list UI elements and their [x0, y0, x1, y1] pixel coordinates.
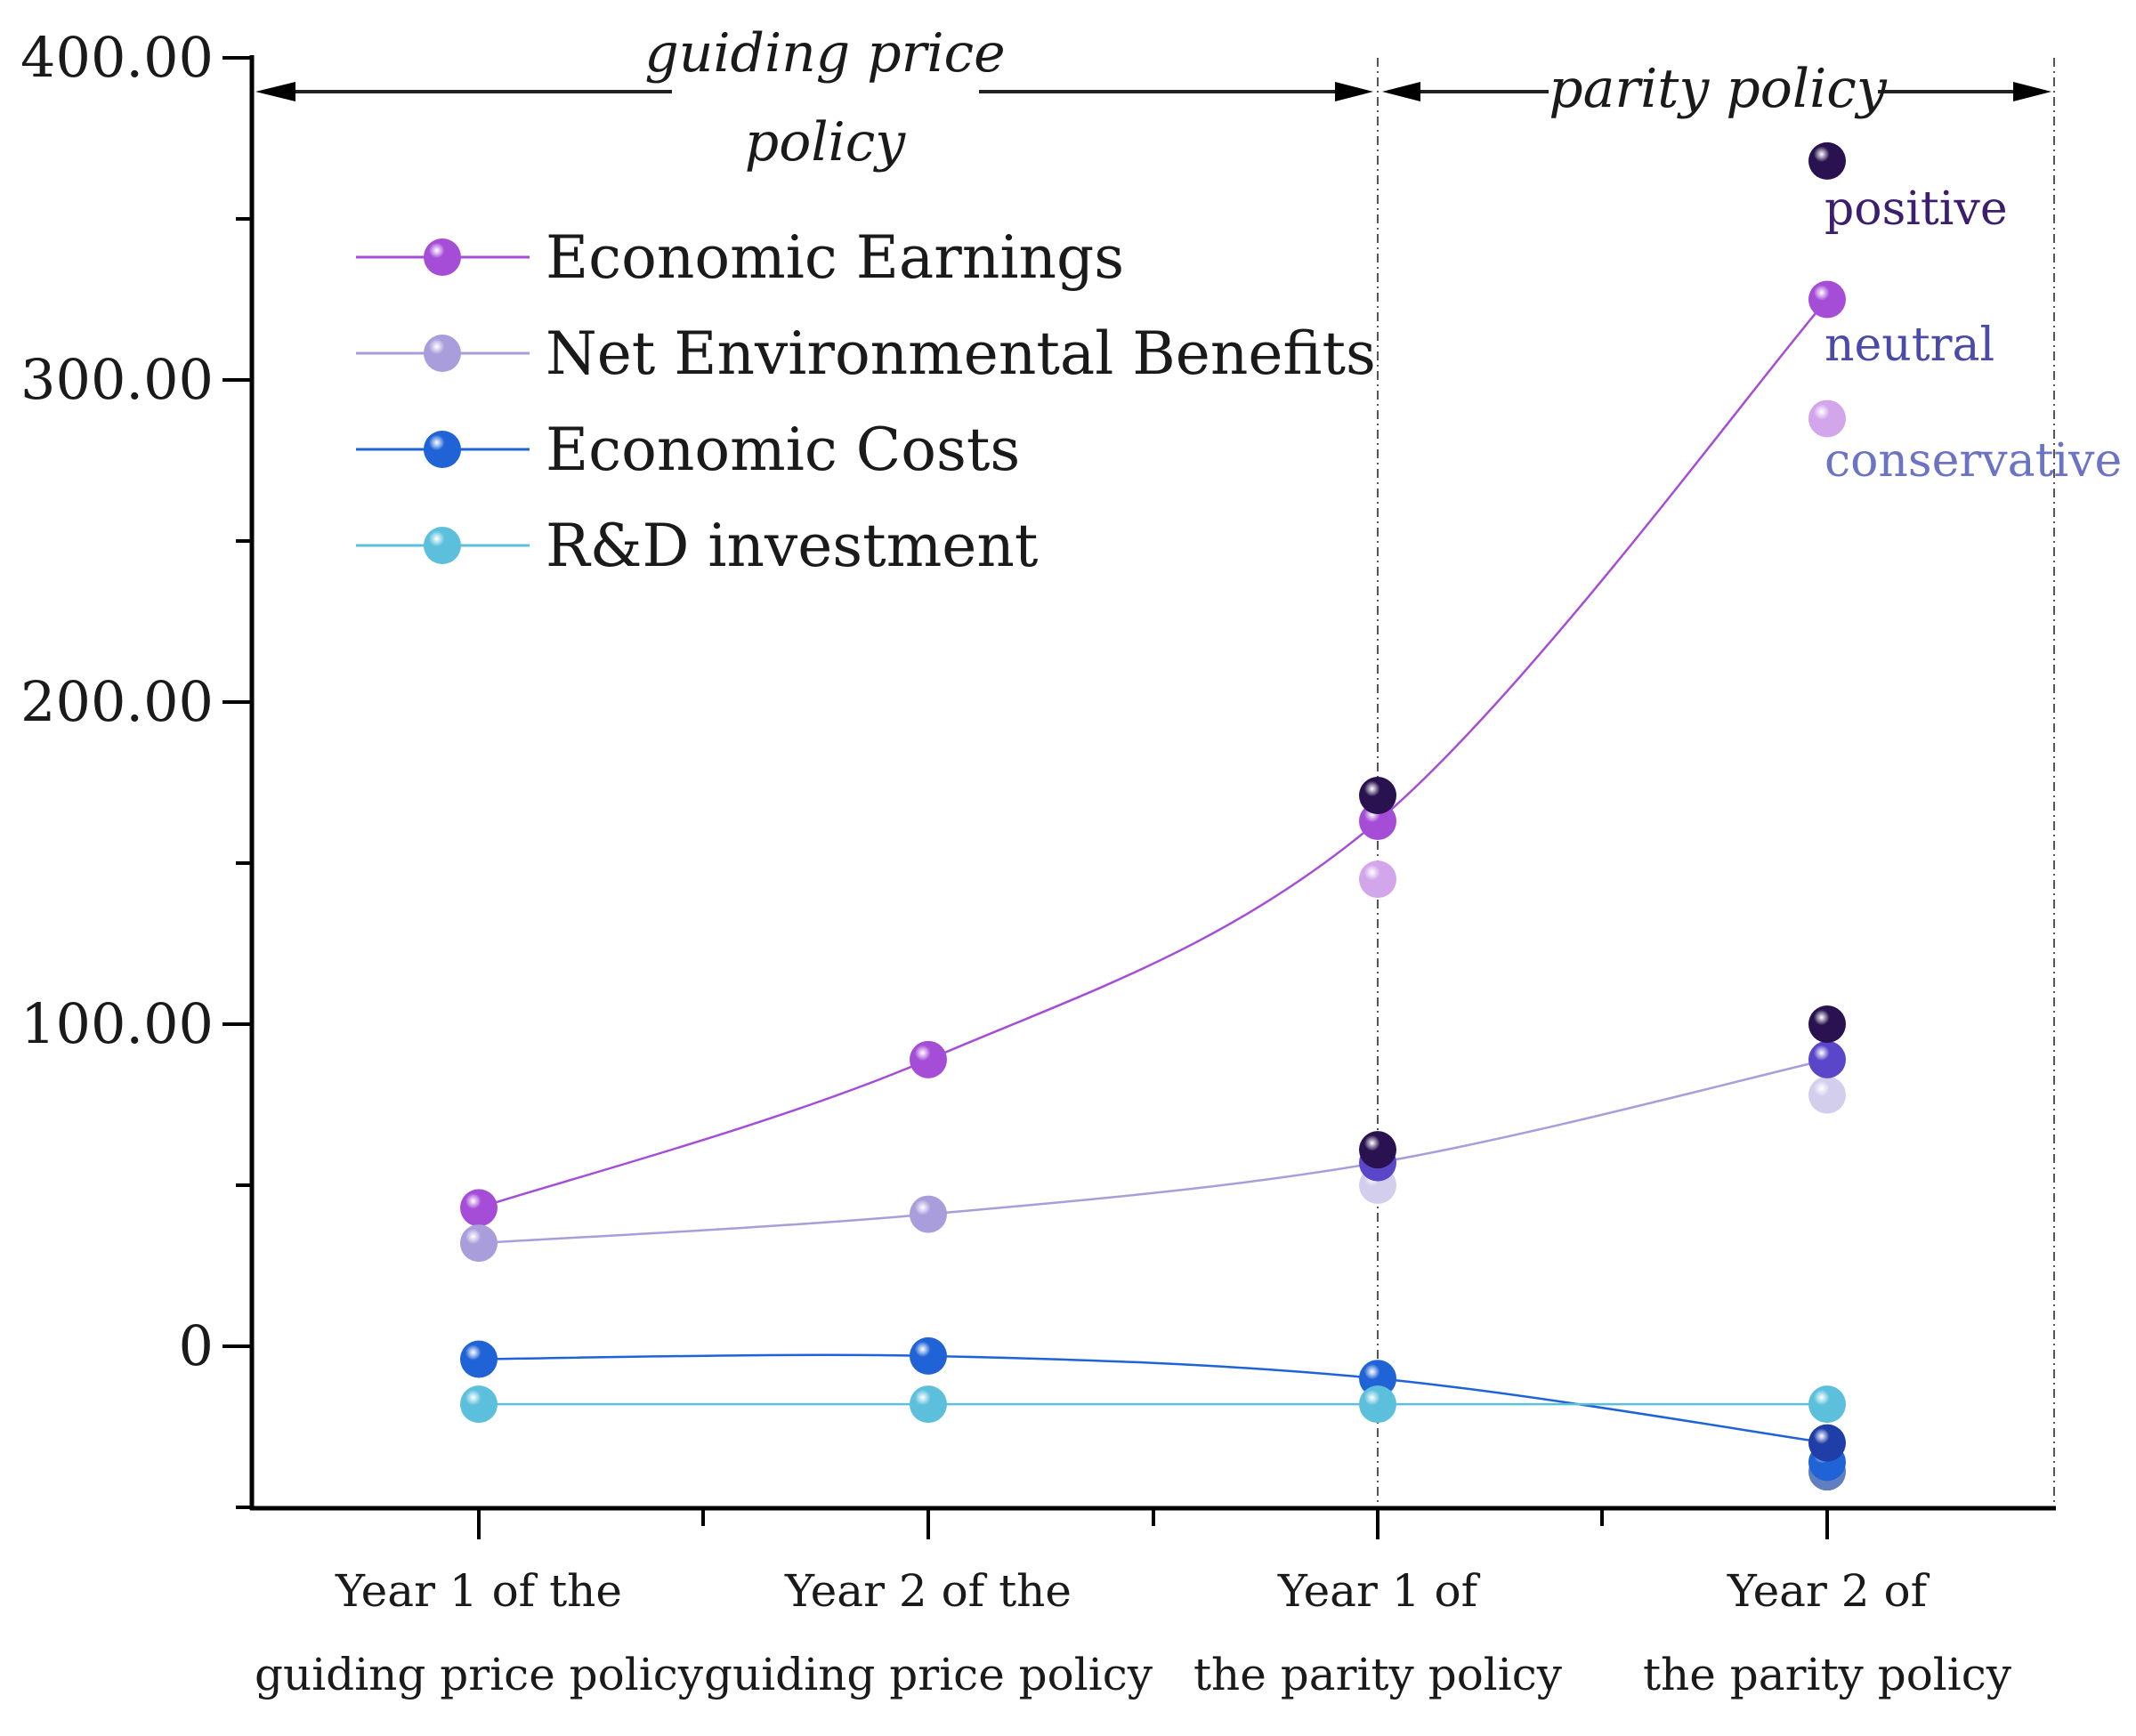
legend-marker-net-environmental-benefits [424, 335, 461, 372]
scenario-point-conservative-net-environmental-benefits [1808, 1076, 1846, 1114]
x-tick-label: the parity policy [1643, 1649, 2012, 1700]
x-tick-label: Year 2 of the [784, 1565, 1072, 1617]
x-tick-label: Year 1 of [1277, 1565, 1481, 1617]
data-point-rd-investment [460, 1385, 498, 1424]
y-tick-label: 100.00 [20, 991, 214, 1056]
legend-marker-rd-investment [424, 527, 461, 564]
series-line-economic-costs [478, 1353, 1828, 1444]
data-point-economic-costs [910, 1336, 947, 1375]
x-tick-label: the parity policy [1193, 1649, 1563, 1700]
y-tick-label: 300.00 [20, 347, 214, 412]
data-point-economic-costs [460, 1340, 498, 1378]
data-point-economic-costs [1359, 1360, 1396, 1398]
x-tick-label: Year 2 of [1727, 1565, 1930, 1617]
scenario-label-conservative: conservative [1824, 434, 2122, 488]
x-tick-label: Year 1 of the [335, 1565, 622, 1617]
y-tick-label: 200.00 [20, 669, 214, 734]
scenario-point-positive-economic-costs [1808, 1424, 1846, 1462]
data-point-rd-investment [910, 1385, 947, 1424]
legend-label-economic-costs: Economic Costs [546, 416, 1020, 484]
legend-marker-economic-costs [424, 431, 461, 468]
y-axis-ticks: 0 100.00 200.00 300.00 400.00 [20, 25, 252, 1509]
series-lines [478, 298, 1828, 1444]
phase-label-guiding-line1: guiding price [644, 22, 1005, 85]
y-tick-label: 400.00 [20, 25, 214, 90]
series-line-economic-earnings [478, 298, 1828, 1209]
scenario-point-conservative-economic-earnings [1359, 860, 1396, 899]
phase-label-parity: parity policy [1549, 58, 1888, 120]
data-point-net-environmental-benefits [910, 1195, 947, 1233]
legend-label-economic-earnings: Economic Earnings [546, 223, 1124, 292]
data-point-rd-investment [1808, 1385, 1846, 1424]
legend-marker-economic-earnings [424, 238, 461, 276]
legend: Economic Earnings Net Environmental Bene… [356, 223, 1376, 580]
scenario-point-positive-net-environmental-benefits [1808, 1005, 1846, 1043]
phase-label-guiding-line2: policy [745, 111, 907, 174]
phase-guiding-price-arrow [255, 82, 1373, 101]
data-point-economic-earnings [460, 1189, 498, 1227]
legend-label-net-environmental-benefits: Net Environmental Benefits [546, 319, 1376, 388]
y-tick-label: 0 [179, 1313, 214, 1378]
x-tick-label: guiding price policy [255, 1649, 704, 1700]
scenario-point-positive-net-environmental-benefits [1359, 1131, 1396, 1169]
scenario-point-positive-economic-earnings [1359, 776, 1396, 814]
x-axis-ticks: Year 1 of the guiding price policy Year 2 … [255, 1508, 2012, 1700]
x-tick-label: guiding price policy [704, 1649, 1153, 1700]
scenario-point-positive-economic-earnings [1808, 141, 1846, 180]
scenario-label-neutral: neutral [1824, 319, 1994, 372]
data-point-economic-earnings [910, 1040, 947, 1078]
series-markers [460, 141, 1846, 1491]
data-point-net-environmental-benefits [460, 1224, 498, 1263]
data-point-rd-investment [1359, 1385, 1396, 1424]
scenario-point-neutral-net-environmental-benefits [1808, 1040, 1846, 1078]
phase-parity-arrow [1382, 82, 2051, 101]
scenario-point-conservative-economic-earnings [1808, 400, 1846, 438]
scenario-point-neutral-economic-earnings [1808, 280, 1846, 319]
scenario-point-neutral-economic-earnings [1359, 802, 1396, 840]
legend-label-rd-investment: R&D investment [546, 512, 1038, 580]
scenario-label-positive: positive [1824, 182, 2008, 236]
series-line-net-environmental-benefits [478, 1058, 1828, 1245]
